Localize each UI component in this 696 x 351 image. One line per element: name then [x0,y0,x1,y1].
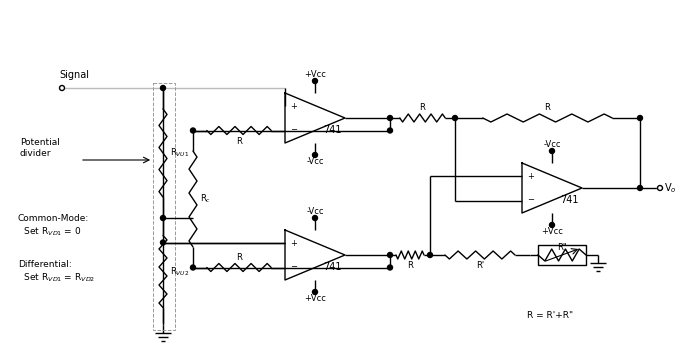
Text: R: R [544,103,551,112]
Text: V$_o$: V$_o$ [664,181,677,195]
Text: -Vcc: -Vcc [306,207,324,216]
Text: R$_{VU1}$: R$_{VU1}$ [170,147,189,159]
Circle shape [59,86,65,91]
Circle shape [452,115,457,120]
Text: −: − [290,262,297,271]
Circle shape [388,252,393,258]
Circle shape [427,252,432,258]
Circle shape [658,185,663,191]
Circle shape [388,265,393,270]
Text: +Vcc: +Vcc [541,227,563,236]
Circle shape [638,185,642,191]
Bar [538,245,586,265]
Text: +: + [290,239,297,248]
Circle shape [388,128,393,133]
Circle shape [550,148,555,153]
Circle shape [313,79,317,84]
Text: Signal: Signal [59,70,89,80]
Bar [153,83,175,330]
Text: R: R [236,137,242,146]
Text: R: R [407,261,413,270]
Text: Common-Mode:
  Set R$_{VD1}$ = 0: Common-Mode: Set R$_{VD1}$ = 0 [18,214,89,238]
Text: -Vcc: -Vcc [544,140,561,149]
Circle shape [388,115,393,120]
Circle shape [191,128,196,133]
Text: R: R [420,103,425,112]
Circle shape [313,290,317,294]
Circle shape [191,265,196,270]
Circle shape [313,152,317,158]
Text: R': R' [476,261,484,270]
Text: R$_c$: R$_c$ [200,193,211,205]
Text: +: + [527,172,534,181]
Circle shape [161,216,166,220]
Text: Differential:
  Set R$_{VD1}$ = R$_{VD2}$: Differential: Set R$_{VD1}$ = R$_{VD2}$ [18,260,95,284]
Text: 741: 741 [560,195,578,205]
Text: +: + [290,102,297,111]
Circle shape [313,216,317,220]
Circle shape [161,240,166,245]
Text: R": R" [557,243,567,252]
Text: −: − [527,195,534,204]
Text: 741: 741 [323,125,342,135]
Text: R: R [236,252,242,261]
Text: −: − [290,125,297,134]
Text: +Vcc: +Vcc [304,294,326,303]
Text: Potential
divider: Potential divider [20,138,60,158]
Text: 741: 741 [323,262,342,272]
Text: R = R'+R": R = R'+R" [527,311,573,320]
Text: -Vcc: -Vcc [306,157,324,166]
Circle shape [550,223,555,227]
Text: R$_{VU2}$: R$_{VU2}$ [170,265,189,278]
Circle shape [161,86,166,91]
Text: +Vcc: +Vcc [304,70,326,79]
Circle shape [638,115,642,120]
